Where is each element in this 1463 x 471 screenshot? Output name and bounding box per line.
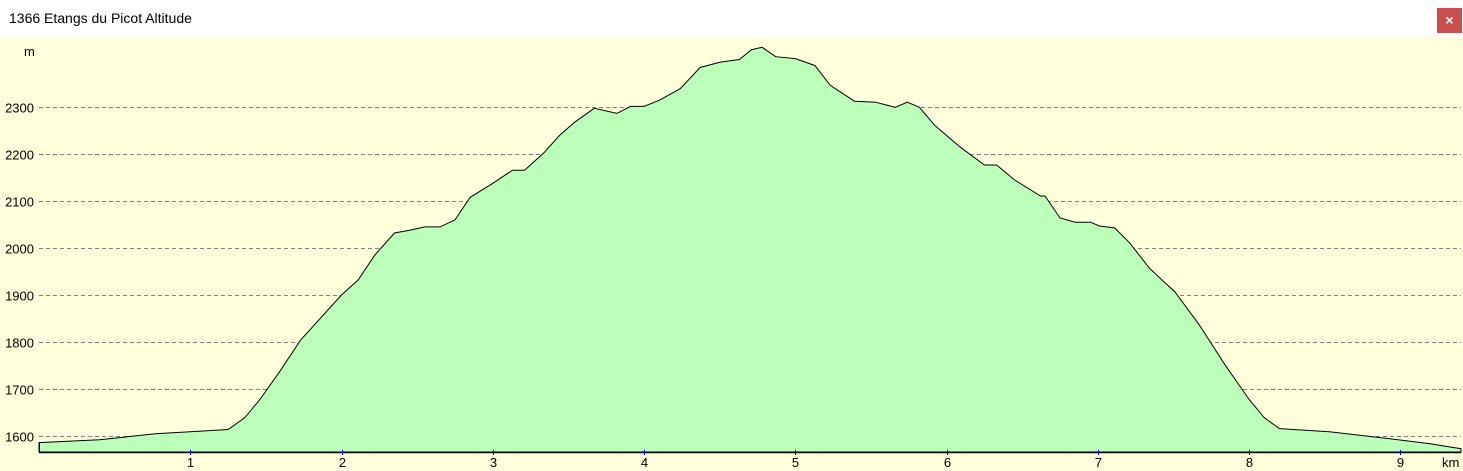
y-tick-label: 1600 <box>5 430 34 445</box>
y-axis-label: m <box>24 44 35 59</box>
y-tick-label: 2100 <box>5 195 34 210</box>
x-tick-label: 2 <box>339 455 346 470</box>
x-axis-label: km <box>1442 455 1459 470</box>
y-tick-label: 1700 <box>5 383 34 398</box>
x-tick-label: 5 <box>792 455 799 470</box>
x-tick-label: 6 <box>944 455 951 470</box>
y-tick-label: 2300 <box>5 101 34 116</box>
title-bar: 1366 Etangs du Picot Altitude × <box>0 0 1463 37</box>
x-tick-label: 1 <box>187 455 194 470</box>
x-tick-label: 9 <box>1397 455 1404 470</box>
window-title: 1366 Etangs du Picot Altitude <box>9 10 192 26</box>
y-tick-label: 1800 <box>5 336 34 351</box>
close-icon: × <box>1445 12 1454 28</box>
altitude-area <box>38 46 1462 453</box>
y-tick-label: 1900 <box>5 289 34 304</box>
y-tick-label: 2200 <box>5 148 34 163</box>
x-tick-label: 3 <box>490 455 497 470</box>
x-tick-label: 8 <box>1246 455 1253 470</box>
x-tick-label: 7 <box>1095 455 1102 470</box>
close-button[interactable]: × <box>1437 8 1462 33</box>
altitude-chart: 1600 1700 1800 1900 2000 2100 2200 2300 1 2 3 4 5 6 7… <box>0 37 1463 471</box>
y-tick-label: 2000 <box>5 242 34 257</box>
x-tick-label: 4 <box>641 455 648 470</box>
